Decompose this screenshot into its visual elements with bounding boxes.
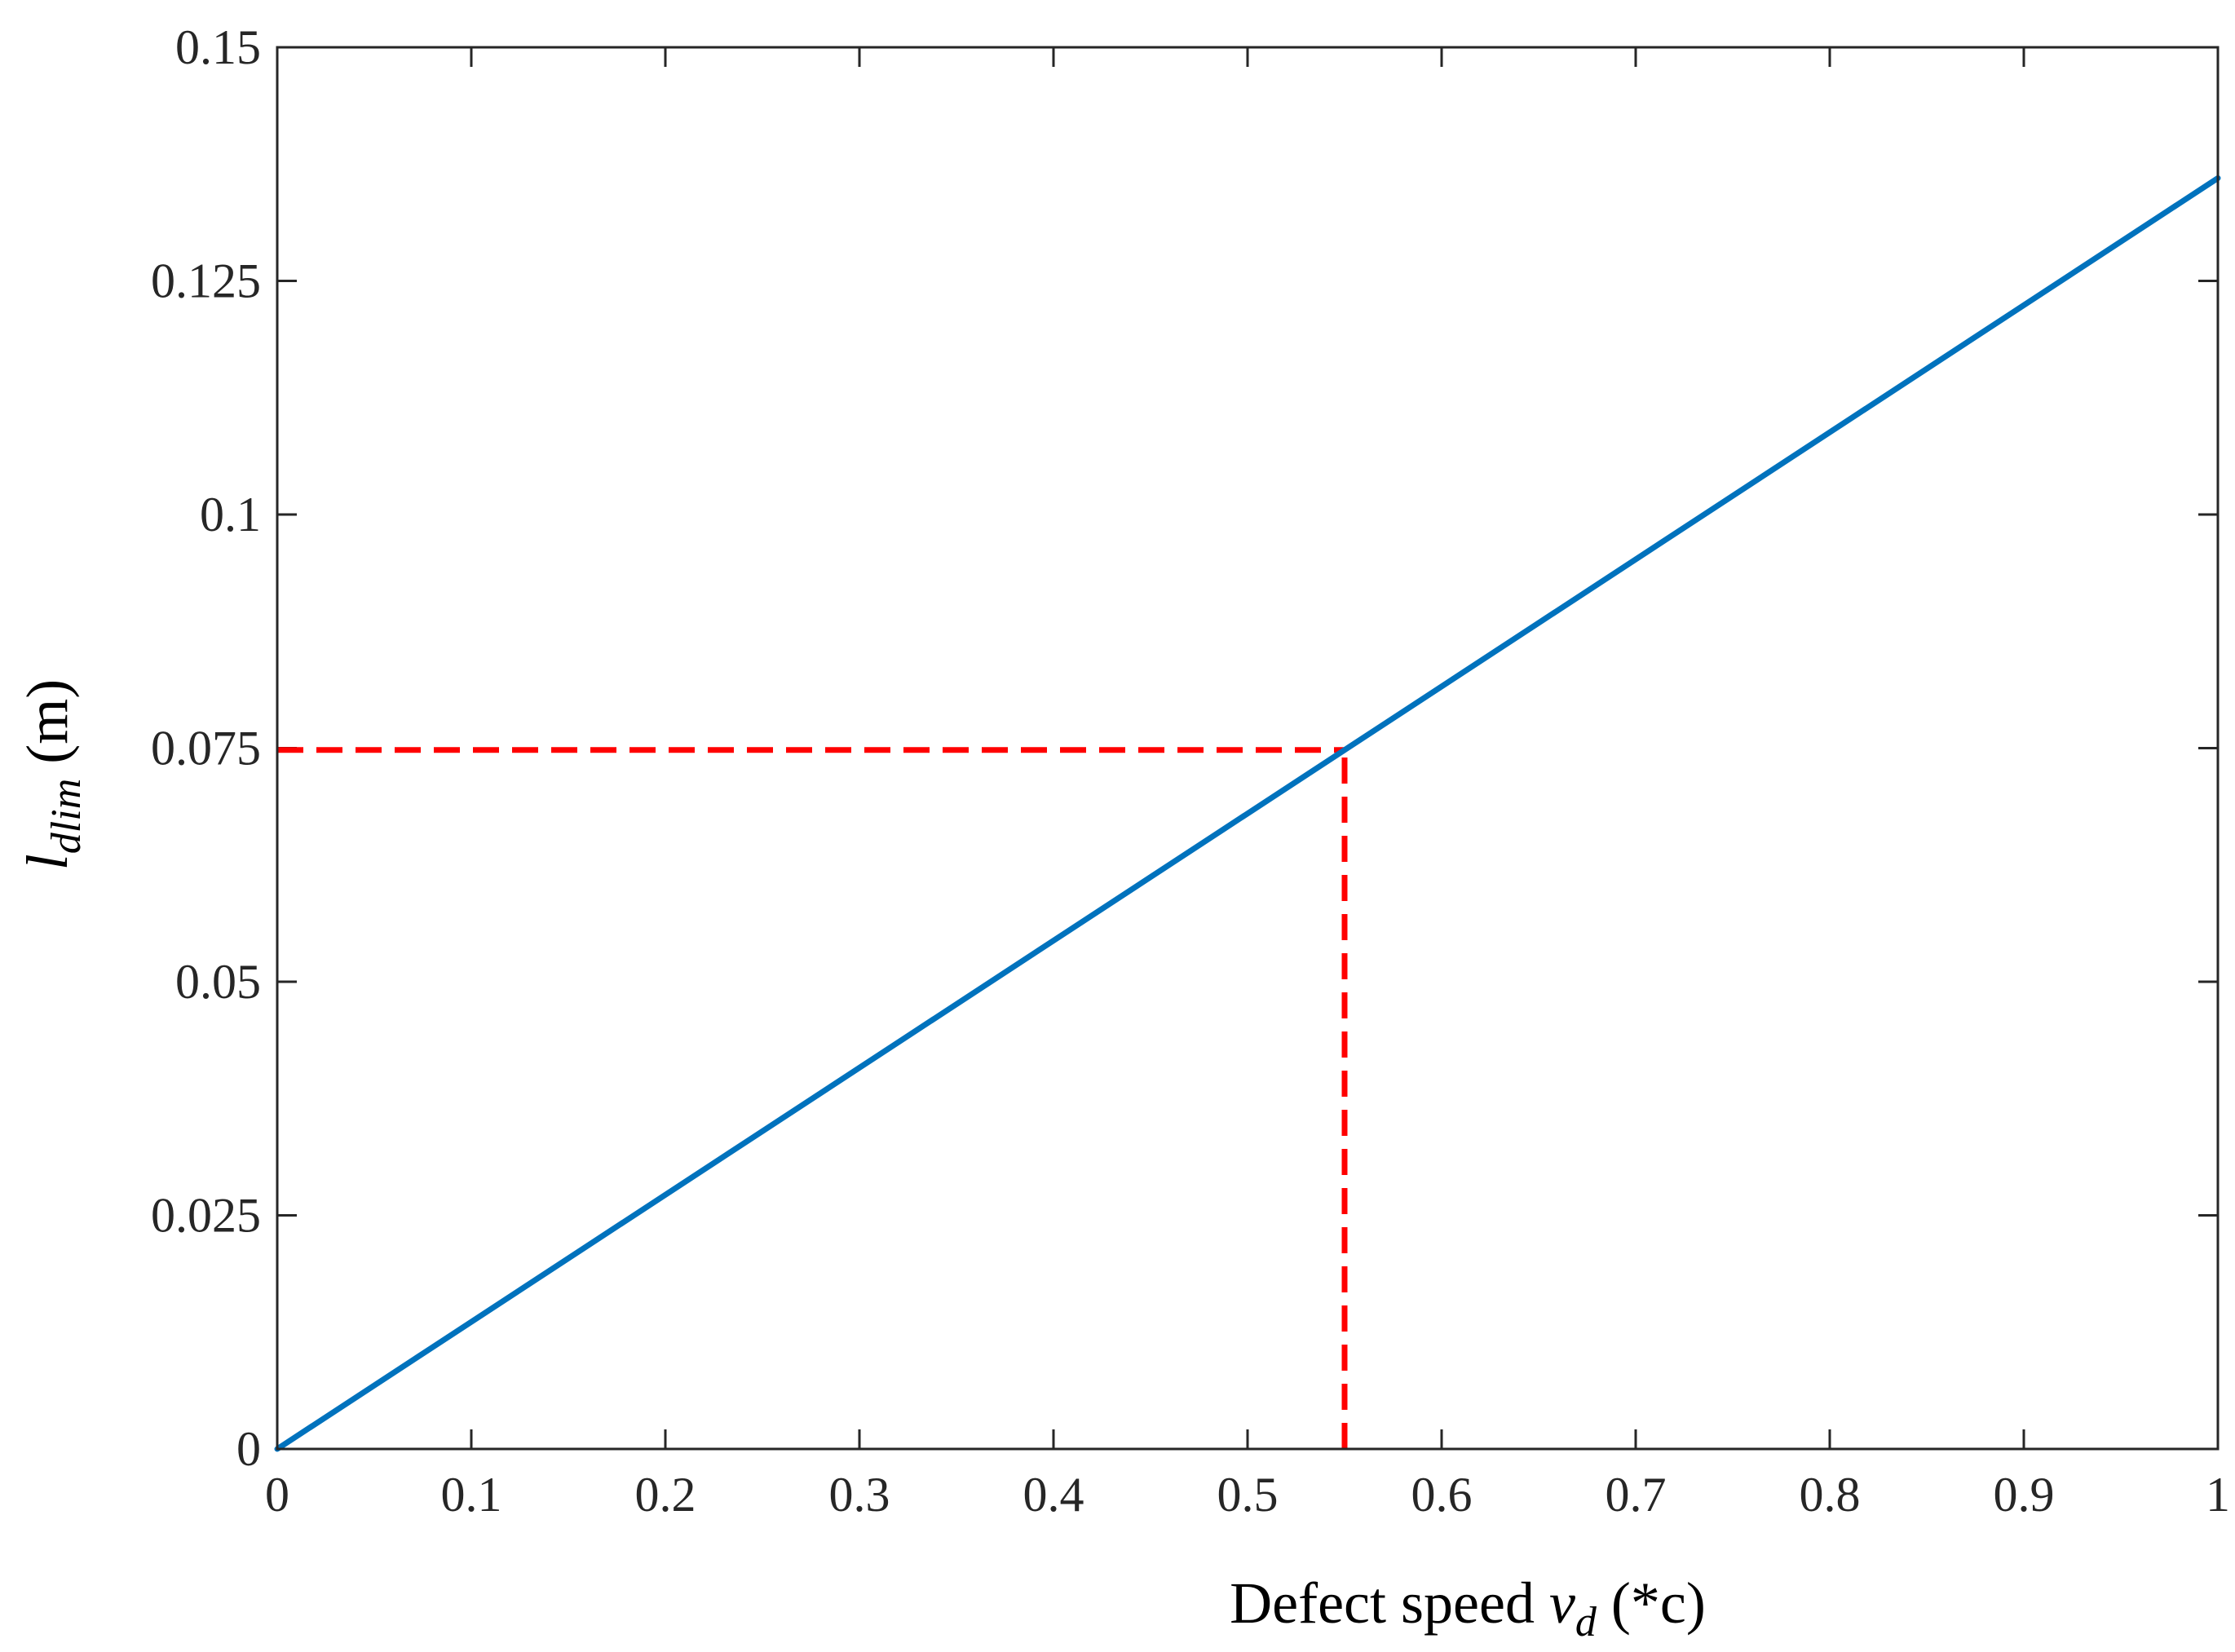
y-axis-label: ldlim (m)	[15, 679, 90, 870]
x-tick-labels: 0 0.1 0.2 0.3 0.4 0.5 0.6 0.7 0.8 0.9 1	[265, 1468, 2230, 1522]
x-axis-label: Defect speed vd (*c)	[1230, 1570, 1706, 1645]
y-tick-label: 0.15	[175, 20, 261, 74]
x-tick-label: 1	[2206, 1468, 2230, 1522]
y-axis-label-var: l	[15, 854, 80, 870]
y-tick-label: 0.025	[151, 1189, 261, 1243]
x-tick-label: 0.9	[1994, 1468, 2055, 1522]
y-tick-label: 0.1	[200, 488, 261, 541]
x-tick-label: 0.8	[1800, 1468, 1861, 1522]
x-tick-label: 0.2	[635, 1468, 696, 1522]
y-tick-label: 0.05	[175, 955, 261, 1009]
x-axis-label-prefix: Defect speed	[1230, 1570, 1549, 1636]
x-tick-label: 0.5	[1217, 1468, 1279, 1522]
y-tick-label: 0	[236, 1422, 261, 1476]
x-tick-label: 0	[265, 1468, 289, 1522]
x-tick-label: 0.7	[1606, 1468, 1667, 1522]
y-tick-labels: 0 0.025 0.05 0.075 0.1 0.125 0.15	[151, 20, 261, 1476]
y-tick-label: 0.125	[151, 254, 261, 308]
series-lines	[274, 174, 2221, 1452]
y-tick-label: 0.075	[151, 722, 261, 775]
x-axis-label-suffix: (*c)	[1597, 1570, 1706, 1636]
series-line-l_dlim	[274, 174, 2221, 1452]
y-axis-label-suffix: (m)	[15, 679, 80, 779]
x-tick-label: 0.6	[1411, 1468, 1473, 1522]
x-tick-label: 0.4	[1023, 1468, 1084, 1522]
annotation-lines	[277, 747, 1348, 1449]
y-axis-label-sub: dlim	[43, 779, 90, 854]
x-axis-label-sub: d	[1575, 1599, 1597, 1645]
plot-frame	[276, 46, 2220, 1451]
x-tick-label: 0.1	[441, 1468, 502, 1522]
x-axis-label-var: v	[1549, 1570, 1575, 1636]
x-tick-label: 0.3	[829, 1468, 890, 1522]
